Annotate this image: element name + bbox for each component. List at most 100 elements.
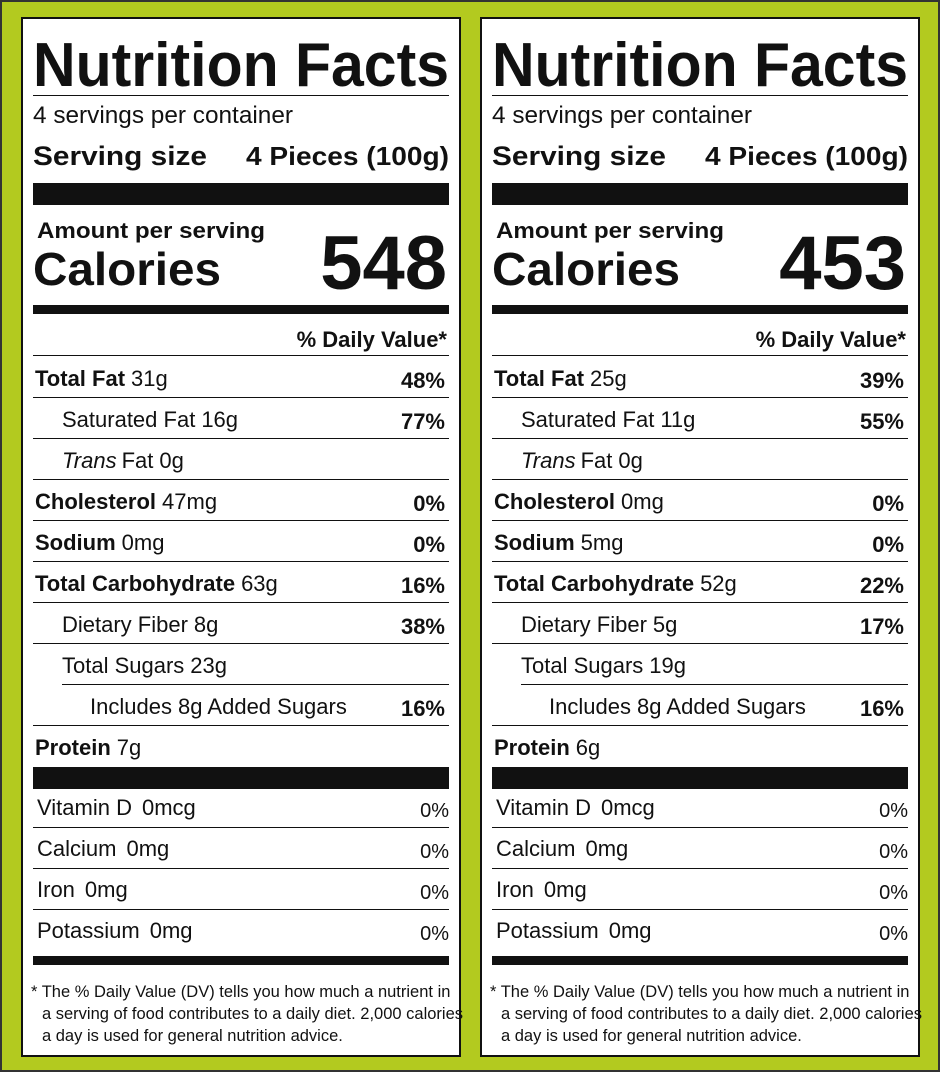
rule bbox=[33, 868, 449, 869]
thick-rule bbox=[33, 956, 449, 965]
vitamin-dv: 0% bbox=[879, 800, 908, 822]
nutrient-dv: 16% bbox=[401, 573, 445, 598]
vitamin-name: Iron bbox=[37, 877, 75, 902]
calories-label: Calories bbox=[33, 243, 221, 295]
rule bbox=[492, 602, 908, 603]
nutrient-amount: 16g bbox=[201, 407, 238, 432]
footnote: a day is used for general nutrition advi… bbox=[42, 1027, 343, 1045]
vitamin-amount: 0mg bbox=[544, 877, 587, 902]
nutrient-name: Total Sugars bbox=[62, 653, 184, 678]
nutrient-name: Dietary Fiber bbox=[521, 612, 647, 637]
calories: 453 bbox=[779, 221, 906, 306]
vitamin-name: Calcium bbox=[37, 836, 116, 861]
serving-size: 4 Pieces (100g) bbox=[705, 141, 908, 171]
nutrient-name: Sodium bbox=[494, 530, 575, 555]
nutrient-dv: 39% bbox=[860, 368, 904, 393]
vitamin-name: Calcium bbox=[496, 836, 575, 861]
nutrient: Total Carbohydrate 63g bbox=[35, 571, 278, 596]
rule bbox=[33, 725, 449, 726]
serving-size-label: Serving size bbox=[33, 141, 207, 171]
vitamin-dv: 0% bbox=[879, 882, 908, 904]
calories: 548 bbox=[320, 221, 447, 306]
rule bbox=[62, 684, 449, 685]
nutrient-dv: 0% bbox=[413, 491, 445, 516]
nutrient: Protein 7g bbox=[35, 735, 141, 760]
nutrient-name: Dietary Fiber bbox=[62, 612, 188, 637]
nutrient-amount: 5mg bbox=[581, 530, 624, 555]
nutrient-amount: 11g bbox=[660, 407, 695, 432]
nutrient-name: Total Fat bbox=[494, 366, 585, 391]
nutrient: Total Carbohydrate 52g bbox=[494, 571, 737, 596]
vitamin-dv: 0% bbox=[879, 923, 908, 945]
rule bbox=[492, 520, 908, 521]
nutrient-name: Protein bbox=[494, 735, 570, 760]
rule bbox=[33, 520, 449, 521]
vitamin-dv: 0% bbox=[420, 800, 449, 822]
footnote: * The % Daily Value (DV) tells you how m… bbox=[31, 983, 450, 1001]
nutrient-amount: 0g bbox=[618, 448, 642, 473]
vitamin-name: Vitamin D bbox=[496, 795, 591, 820]
rule bbox=[521, 684, 908, 685]
nutrient-amount: 0g bbox=[159, 448, 183, 473]
rule bbox=[492, 909, 908, 910]
serving-size-label: Serving size bbox=[492, 141, 666, 171]
vitamin: Calcium 0mg bbox=[37, 836, 169, 861]
footnote: * The % Daily Value (DV) tells you how m… bbox=[490, 983, 909, 1001]
dv-header: % Daily Value* bbox=[756, 327, 907, 352]
nutrient-dv: 16% bbox=[860, 696, 904, 721]
nutrient-amount: 0mg bbox=[122, 530, 165, 555]
dv-header: % Daily Value* bbox=[297, 327, 448, 352]
rule bbox=[33, 479, 449, 480]
nutrient-amount: 8g bbox=[194, 612, 218, 637]
vitamin-dv: 0% bbox=[420, 841, 449, 863]
footnote: a serving of food contributes to a daily… bbox=[501, 1005, 922, 1023]
vitamin: Vitamin D 0mcg bbox=[37, 795, 196, 820]
nutrient-name: Protein bbox=[35, 735, 111, 760]
rule bbox=[492, 438, 908, 439]
nutrient-dv: 0% bbox=[872, 491, 904, 516]
nutrient-name: Total Fat bbox=[35, 366, 126, 391]
nutrient-dv: 16% bbox=[401, 696, 445, 721]
serving-size: 4 Pieces (100g) bbox=[246, 141, 449, 171]
nutrient: Total Sugars 23g bbox=[62, 653, 227, 678]
nutrient-name: Saturated Fat bbox=[62, 407, 195, 432]
vitamin: Calcium 0mg bbox=[496, 836, 628, 861]
vitamin-amount: 0mcg bbox=[601, 795, 655, 820]
rule bbox=[492, 561, 908, 562]
nutrient: Saturated Fat 11g bbox=[521, 407, 695, 432]
nutrient-name: Fat bbox=[581, 448, 613, 473]
vitamin-amount: 0mg bbox=[609, 918, 652, 943]
nutrient-amount: 23g bbox=[190, 653, 227, 678]
nutrient-amount: 5g bbox=[653, 612, 677, 637]
nutrient-dv: 77% bbox=[401, 409, 445, 434]
vitamin: Iron 0mg bbox=[496, 877, 587, 902]
servings: 4 servings per container bbox=[33, 102, 293, 129]
nutrient: Protein 6g bbox=[494, 735, 600, 760]
thick-rule bbox=[33, 183, 449, 205]
vitamin-name: Vitamin D bbox=[37, 795, 132, 820]
nutrient-name-italic: Trans bbox=[521, 448, 576, 473]
nutrient: Dietary Fiber 8g bbox=[62, 612, 218, 637]
nutrient-name: Cholesterol bbox=[494, 489, 615, 514]
nutrient-amount: 52g bbox=[700, 571, 737, 596]
nutrient-name: Total Sugars bbox=[521, 653, 643, 678]
vitamin-amount: 0mcg bbox=[142, 795, 196, 820]
rule bbox=[33, 909, 449, 910]
vitamin-dv: 0% bbox=[879, 841, 908, 863]
nutrient: Total Sugars 19g bbox=[521, 653, 686, 678]
vitamin: Vitamin D 0mcg bbox=[496, 795, 655, 820]
nutrient-amount: 25g bbox=[590, 366, 627, 391]
nutrient-name: Cholesterol bbox=[35, 489, 156, 514]
rule bbox=[492, 95, 908, 96]
nutrient: Includes 8g Added Sugars bbox=[90, 694, 347, 719]
vitamin-dv: 0% bbox=[420, 923, 449, 945]
rule bbox=[33, 643, 449, 644]
vitamin: Iron 0mg bbox=[37, 877, 128, 902]
rule bbox=[33, 397, 449, 398]
nutrient-dv: 38% bbox=[401, 614, 445, 639]
nutrient: Sodium 0mg bbox=[35, 530, 164, 555]
rule bbox=[492, 397, 908, 398]
vitamin-name: Iron bbox=[496, 877, 534, 902]
